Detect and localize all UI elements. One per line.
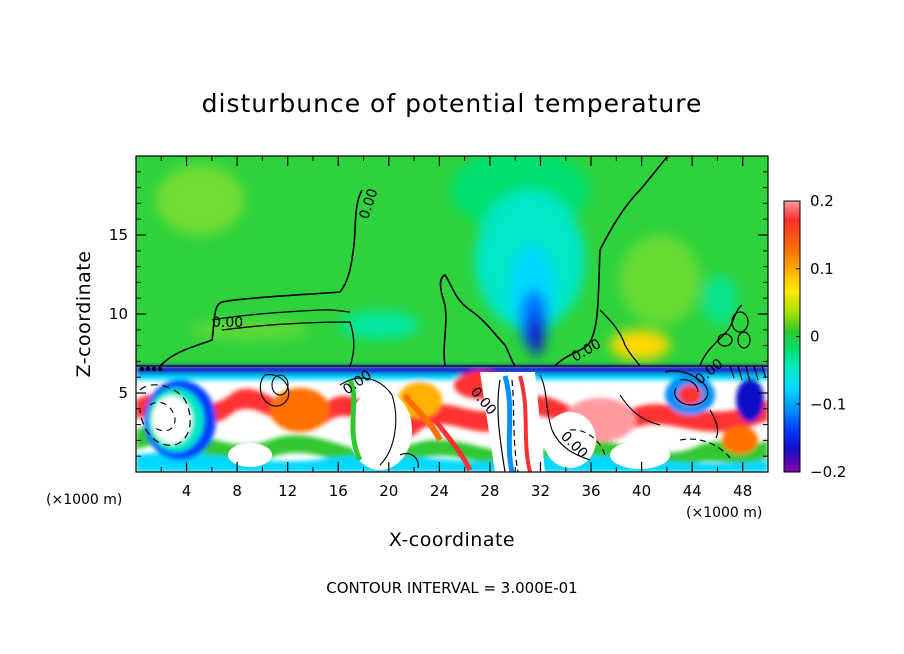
x-tick-label: 32 — [531, 482, 550, 500]
lower-turbulent-layer — [136, 366, 768, 472]
colorbar-tick-label: 0.2 — [810, 192, 834, 210]
contour-interval-note: CONTOUR INTERVAL = 3.000E-01 — [326, 579, 577, 597]
colorbar-tick-label: −0.2 — [810, 463, 846, 481]
y-axis: 5 10 15 — [109, 171, 768, 457]
y-tick-label: 10 — [109, 305, 128, 323]
x-tick-label: 40 — [632, 482, 651, 500]
chart-title: disturbunce of potential temperature — [202, 89, 703, 118]
x-tick-label: 44 — [683, 482, 702, 500]
x-tick-label: 24 — [430, 482, 449, 500]
x-axis: 4 8 12 16 20 24 28 32 36 40 44 48 — [160, 156, 752, 500]
x-tick-label: 48 — [733, 482, 752, 500]
contour-lines — [136, 156, 768, 472]
y-tick-label: 5 — [118, 384, 128, 402]
colorbar-tick-label: 0 — [810, 328, 820, 346]
colorbar-tick-label: −0.1 — [810, 395, 846, 413]
y-axis-title: Z-coordinate — [73, 251, 95, 378]
colorbar-tick-label: 0.1 — [810, 260, 834, 278]
x-tick-label: 20 — [379, 482, 398, 500]
y-axis-unit: (×1000 m) — [46, 492, 122, 508]
contour-label: 0.00 — [212, 315, 243, 331]
x-tick-label: 4 — [182, 482, 192, 500]
colorbar: 0.2 0.1 0 −0.1 −0.2 — [783, 192, 846, 481]
x-tick-label: 12 — [278, 482, 297, 500]
boundary-markers — [139, 366, 163, 372]
x-tick-label: 36 — [581, 482, 600, 500]
x-tick-label: 28 — [480, 482, 499, 500]
upper-layer-patches — [155, 156, 738, 360]
heatmap-field — [136, 156, 768, 472]
x-axis-title: X-coordinate — [389, 529, 515, 551]
x-tick-label: 8 — [232, 482, 242, 500]
y-tick-label: 15 — [109, 226, 128, 244]
x-axis-unit: (×1000 m) — [686, 505, 762, 521]
x-tick-label: 16 — [329, 482, 348, 500]
